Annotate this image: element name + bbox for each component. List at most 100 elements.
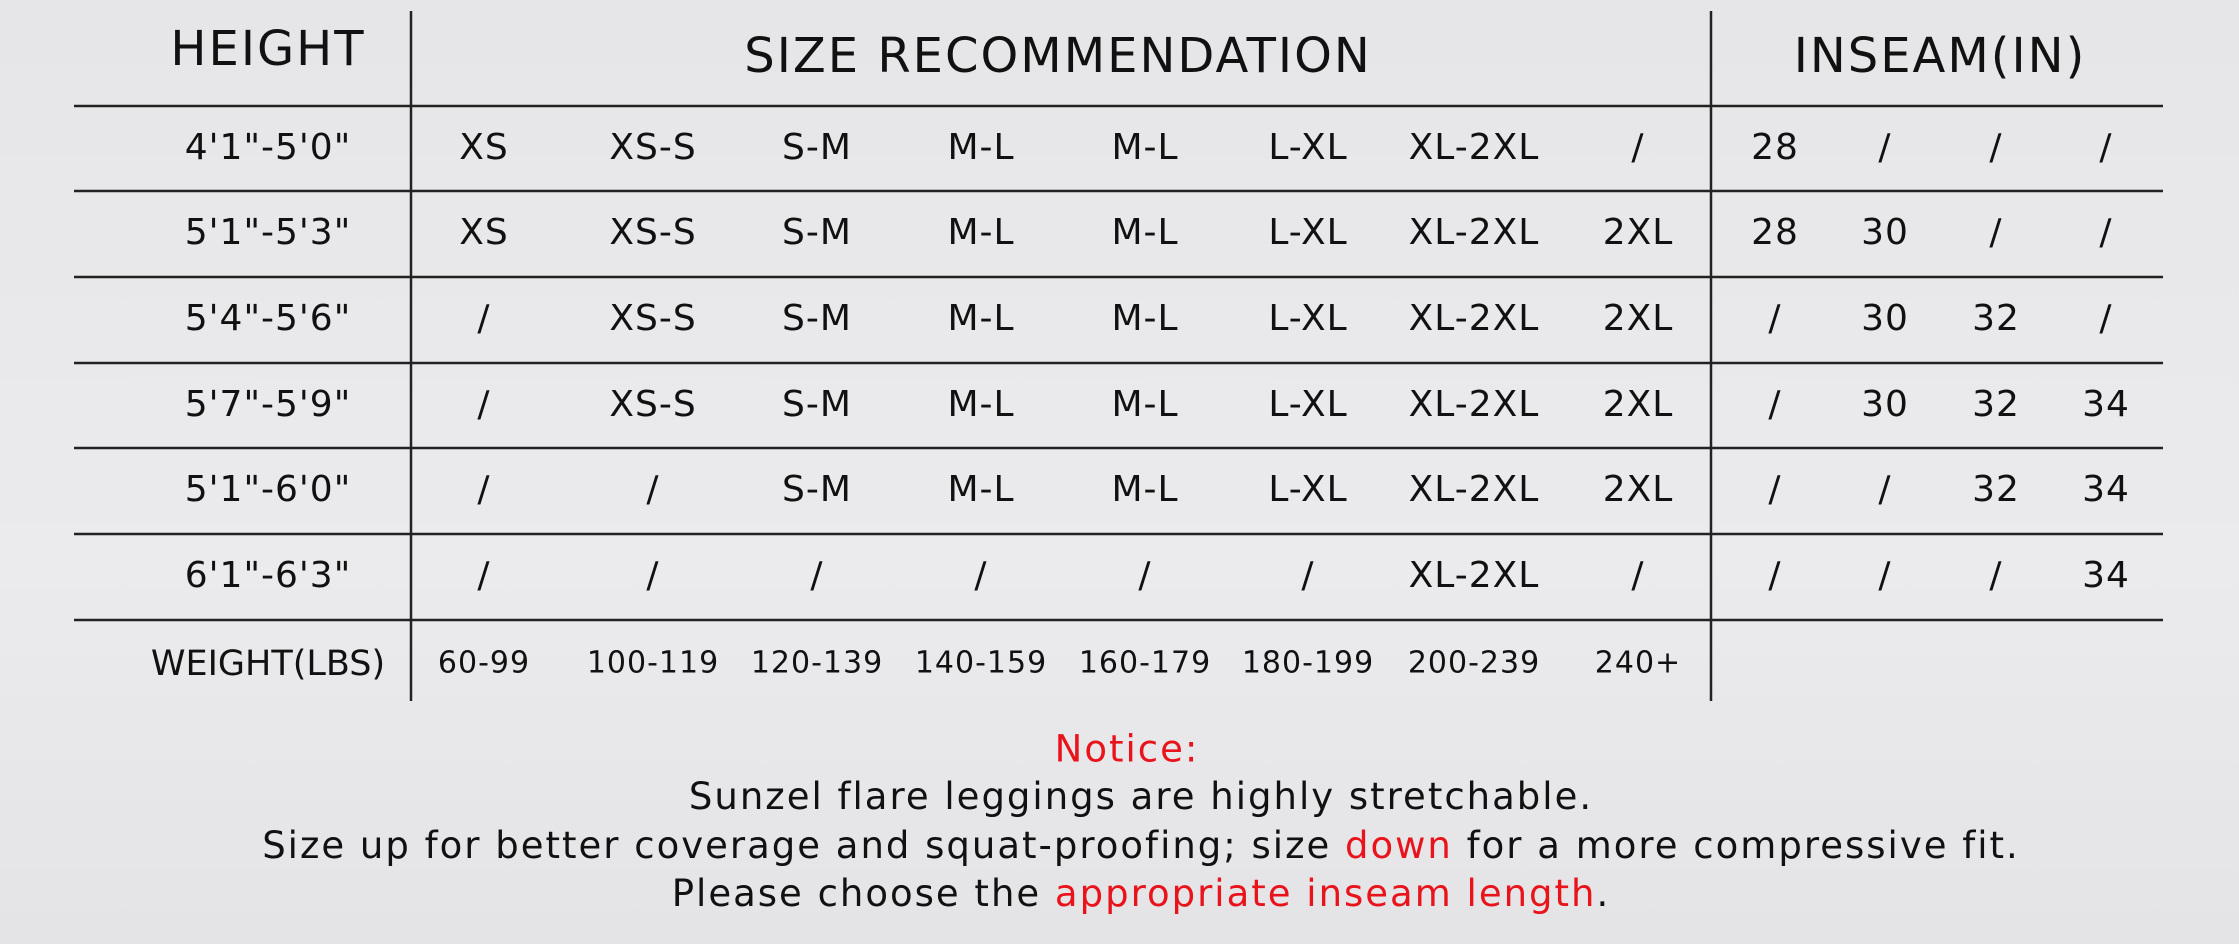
size-cell: 2XL [1603,298,1674,339]
inseam-cell: / [1989,212,2002,253]
notice-text: Please choose the [672,872,1055,915]
inseam-cell: 30 [1861,212,1909,253]
size-cell: S-M [782,384,852,425]
height-cell: 4'1"-5'0" [185,127,352,168]
height-cell: 5'1"-5'3" [185,212,352,253]
height-cell: 6'1"-6'3" [185,555,352,596]
size-cell: XL-2XL [1409,555,1540,596]
size-cell: S-M [782,212,852,253]
size-cell: XL-2XL [1409,127,1540,168]
size-cell: L-XL [1268,469,1347,510]
size-cell: / [646,469,659,510]
notice-line: Please choose the appropriate inseam len… [672,872,1611,915]
size-cell: L-XL [1268,127,1347,168]
inseam-cell: / [1878,469,1891,510]
size-cell: 2XL [1603,384,1674,425]
height-cell: 5'4"-5'6" [185,298,352,339]
notice-highlight: down [1345,824,1453,867]
inseam-cell: / [2099,298,2112,339]
size-cell: M-L [1111,384,1178,425]
size-cell: L-XL [1268,212,1347,253]
inseam-cell: / [1878,555,1891,596]
size-cell: M-L [947,469,1014,510]
inseam-cell: 30 [1861,384,1909,425]
size-cell: XS-S [609,127,696,168]
inseam-cell: / [1989,555,2002,596]
inseam-cell: / [1768,469,1781,510]
size-cell: M-L [1111,469,1178,510]
inseam-header: INSEAM(IN) [1794,28,2087,84]
table-lines [409,11,1713,701]
notice-highlight: appropriate inseam length [1055,872,1597,915]
size-cell: M-L [1111,212,1178,253]
notice-text: Sunzel flare leggings are highly stretch… [689,775,1593,818]
size-cell: 2XL [1603,469,1674,510]
inseam-cell: / [1768,298,1781,339]
size-cell: S-M [782,469,852,510]
size-cell: / [477,555,490,596]
size-cell: / [1631,127,1644,168]
size-cell: XS-S [609,384,696,425]
weight-label: WEIGHT(LBS) [151,644,385,684]
height-cell: 5'7"-5'9" [185,384,352,425]
inseam-cell: / [1989,127,2002,168]
size-cell: M-L [947,384,1014,425]
inseam-cell: 32 [1972,298,2020,339]
inseam-cell: / [2099,127,2112,168]
inseam-cell: 34 [2082,469,2130,510]
inseam-cell: 28 [1751,127,1799,168]
size-cell: / [646,555,659,596]
size-cell: / [477,298,490,339]
size-cell: L-XL [1268,384,1347,425]
size-cell: XS [459,212,509,253]
notice-text: Size up for better coverage and squat-pr… [262,824,1345,867]
size-cell: XL-2XL [1409,469,1540,510]
size-cell: 2XL [1603,212,1674,253]
inseam-cell: 30 [1861,298,1909,339]
size-cell: XS [459,127,509,168]
size-cell: XS-S [609,298,696,339]
size-cell: / [477,469,490,510]
size-cell: XL-2XL [1409,212,1540,253]
size-cell: M-L [1111,298,1178,339]
inseam-cell: 32 [1972,469,2020,510]
height-cell: 5'1"-6'0" [185,469,352,510]
weight-cell: 200-239 [1408,646,1540,681]
size-cell: / [974,555,987,596]
inseam-cell: 34 [2082,555,2130,596]
size-cell: / [477,384,490,425]
size-cell: XL-2XL [1409,298,1540,339]
size-cell: / [1138,555,1151,596]
weight-cell: 160-179 [1079,646,1211,681]
notice-text: for a more compressive fit. [1453,824,2020,867]
size-cell: L-XL [1268,298,1347,339]
size-cell: M-L [947,298,1014,339]
inseam-cell: / [1878,127,1891,168]
inseam-cell: / [1768,384,1781,425]
weight-cell: 60-99 [438,646,530,681]
inseam-cell: / [2099,212,2112,253]
inseam-cell: 34 [2082,384,2130,425]
size-cell: M-L [1111,127,1178,168]
size-cell: S-M [782,298,852,339]
size-cell: M-L [947,212,1014,253]
inseam-cell: 28 [1751,212,1799,253]
weight-cell: 120-139 [751,646,883,681]
weight-cell: 100-119 [587,646,719,681]
weight-cell: 180-199 [1242,646,1374,681]
inseam-cell: / [1768,555,1781,596]
weight-cell: 240+ [1595,646,1681,681]
size-header: SIZE RECOMMENDATION [744,28,1372,84]
notice-text: . [1596,872,1610,915]
size-cell: XS-S [609,212,696,253]
height-header: HEIGHT [170,21,365,77]
size-cell: S-M [782,127,852,168]
size-cell: / [1301,555,1314,596]
weight-cell: 140-159 [915,646,1047,681]
inseam-cell: 32 [1972,384,2020,425]
size-cell: / [1631,555,1644,596]
notice-line: Sunzel flare leggings are highly stretch… [689,775,1593,818]
